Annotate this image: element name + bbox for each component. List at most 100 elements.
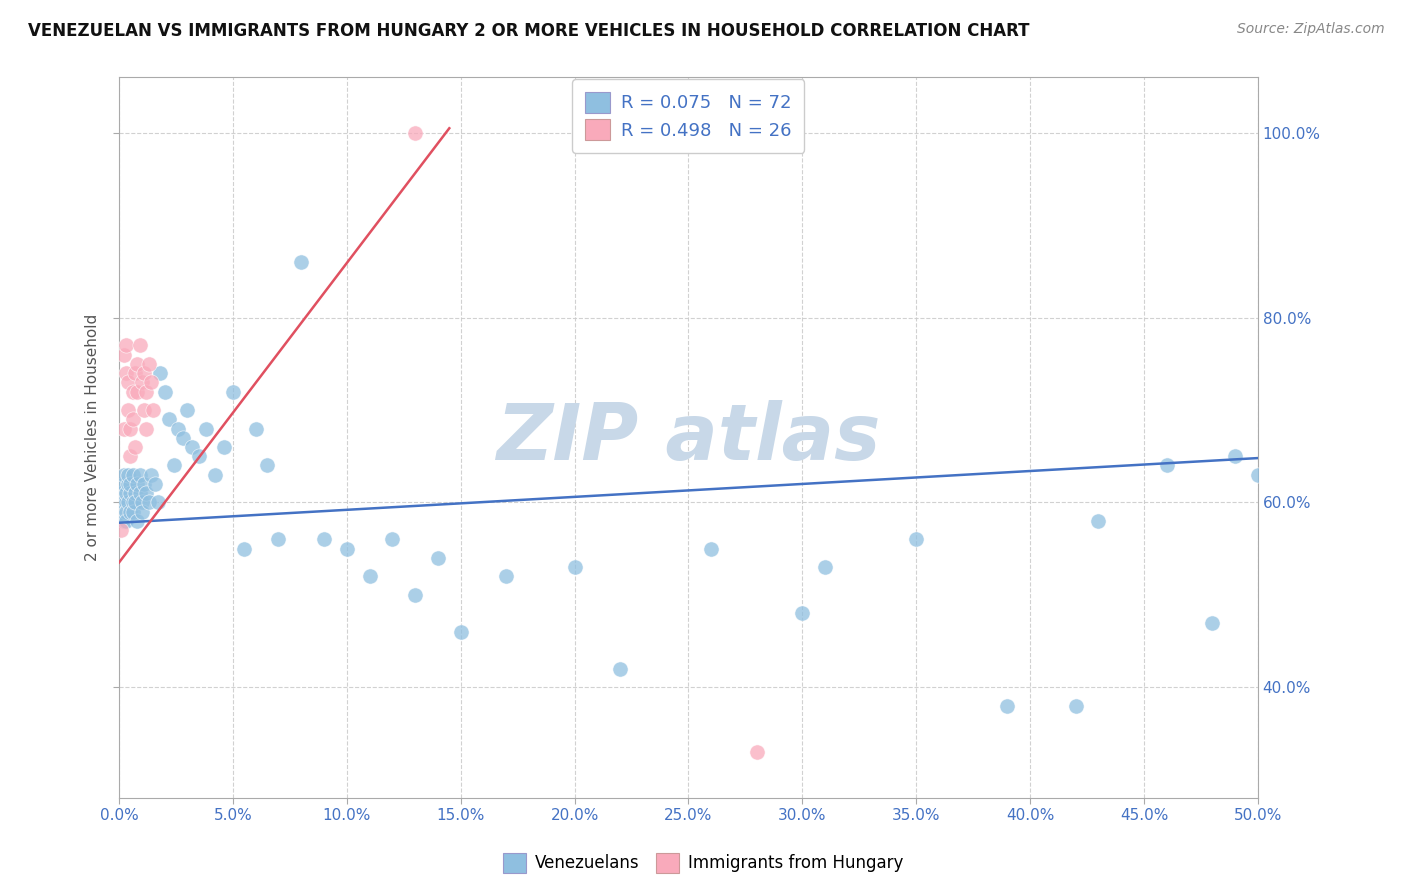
Point	[121, 505, 143, 519]
Point	[121, 412, 143, 426]
Point	[131, 495, 153, 509]
Point	[163, 458, 186, 473]
Point	[127, 514, 149, 528]
Point	[381, 533, 404, 547]
Point	[127, 477, 149, 491]
Point	[124, 495, 146, 509]
Point	[121, 495, 143, 509]
Point	[176, 403, 198, 417]
Text: ZIP atlas: ZIP atlas	[496, 400, 880, 475]
Point	[120, 505, 142, 519]
Point	[124, 486, 146, 500]
Point	[267, 533, 290, 547]
Point	[132, 403, 155, 417]
Point	[128, 486, 150, 500]
Point	[564, 560, 586, 574]
Point	[194, 421, 217, 435]
Point	[222, 384, 245, 399]
Point	[128, 467, 150, 482]
Point	[995, 698, 1018, 713]
Point	[131, 376, 153, 390]
Point	[115, 486, 138, 500]
Point	[139, 467, 162, 482]
Point	[187, 449, 209, 463]
Point	[609, 662, 631, 676]
Point	[1156, 458, 1178, 473]
Point	[1223, 449, 1246, 463]
Point	[404, 126, 426, 140]
Point	[312, 533, 335, 547]
Point	[117, 467, 139, 482]
Point	[120, 477, 142, 491]
Point	[167, 421, 190, 435]
Point	[1064, 698, 1087, 713]
Point	[112, 495, 135, 509]
Point	[124, 440, 146, 454]
Point	[128, 338, 150, 352]
Point	[212, 440, 235, 454]
Point	[132, 477, 155, 491]
Point	[905, 533, 928, 547]
Point	[112, 348, 135, 362]
Point	[132, 366, 155, 380]
Point	[450, 624, 472, 639]
Point	[172, 431, 194, 445]
Point	[181, 440, 204, 454]
Point	[117, 477, 139, 491]
Point	[139, 376, 162, 390]
Point	[115, 505, 138, 519]
Point	[814, 560, 837, 574]
Point	[145, 477, 167, 491]
Point	[110, 505, 132, 519]
Point	[121, 467, 143, 482]
Point	[359, 569, 381, 583]
Point	[256, 458, 278, 473]
Point	[336, 541, 359, 556]
Point	[120, 449, 142, 463]
Point	[149, 366, 172, 380]
Point	[127, 384, 149, 399]
Point	[115, 514, 138, 528]
Point	[233, 541, 256, 556]
Point	[426, 550, 449, 565]
Point	[153, 384, 176, 399]
Point	[117, 376, 139, 390]
Point	[117, 495, 139, 509]
Point	[110, 523, 132, 537]
Point	[112, 477, 135, 491]
Point	[404, 588, 426, 602]
Point	[157, 412, 180, 426]
Y-axis label: 2 or more Vehicles in Household: 2 or more Vehicles in Household	[86, 314, 100, 561]
Point	[146, 495, 169, 509]
Point	[138, 495, 160, 509]
Point	[245, 421, 267, 435]
Point	[135, 486, 157, 500]
Legend: R = 0.075   N = 72, R = 0.498   N = 26: R = 0.075 N = 72, R = 0.498 N = 26	[572, 79, 804, 153]
Point	[110, 486, 132, 500]
Point	[115, 366, 138, 380]
Point	[112, 514, 135, 528]
Point	[204, 467, 226, 482]
Point	[495, 569, 517, 583]
Point	[700, 541, 723, 556]
Point	[115, 338, 138, 352]
Point	[1201, 615, 1223, 630]
Point	[124, 366, 146, 380]
Point	[792, 607, 814, 621]
Point	[112, 467, 135, 482]
Point	[138, 357, 160, 371]
Point	[115, 495, 138, 509]
Point	[120, 421, 142, 435]
Point	[745, 745, 768, 759]
Point	[142, 403, 165, 417]
Point	[1247, 467, 1270, 482]
Text: Source: ZipAtlas.com: Source: ZipAtlas.com	[1237, 22, 1385, 37]
Legend: Venezuelans, Immigrants from Hungary: Venezuelans, Immigrants from Hungary	[496, 847, 910, 880]
Point	[117, 403, 139, 417]
Text: VENEZUELAN VS IMMIGRANTS FROM HUNGARY 2 OR MORE VEHICLES IN HOUSEHOLD CORRELATIO: VENEZUELAN VS IMMIGRANTS FROM HUNGARY 2 …	[28, 22, 1029, 40]
Point	[1087, 514, 1109, 528]
Point	[290, 255, 312, 269]
Point	[120, 486, 142, 500]
Point	[135, 421, 157, 435]
Point	[112, 421, 135, 435]
